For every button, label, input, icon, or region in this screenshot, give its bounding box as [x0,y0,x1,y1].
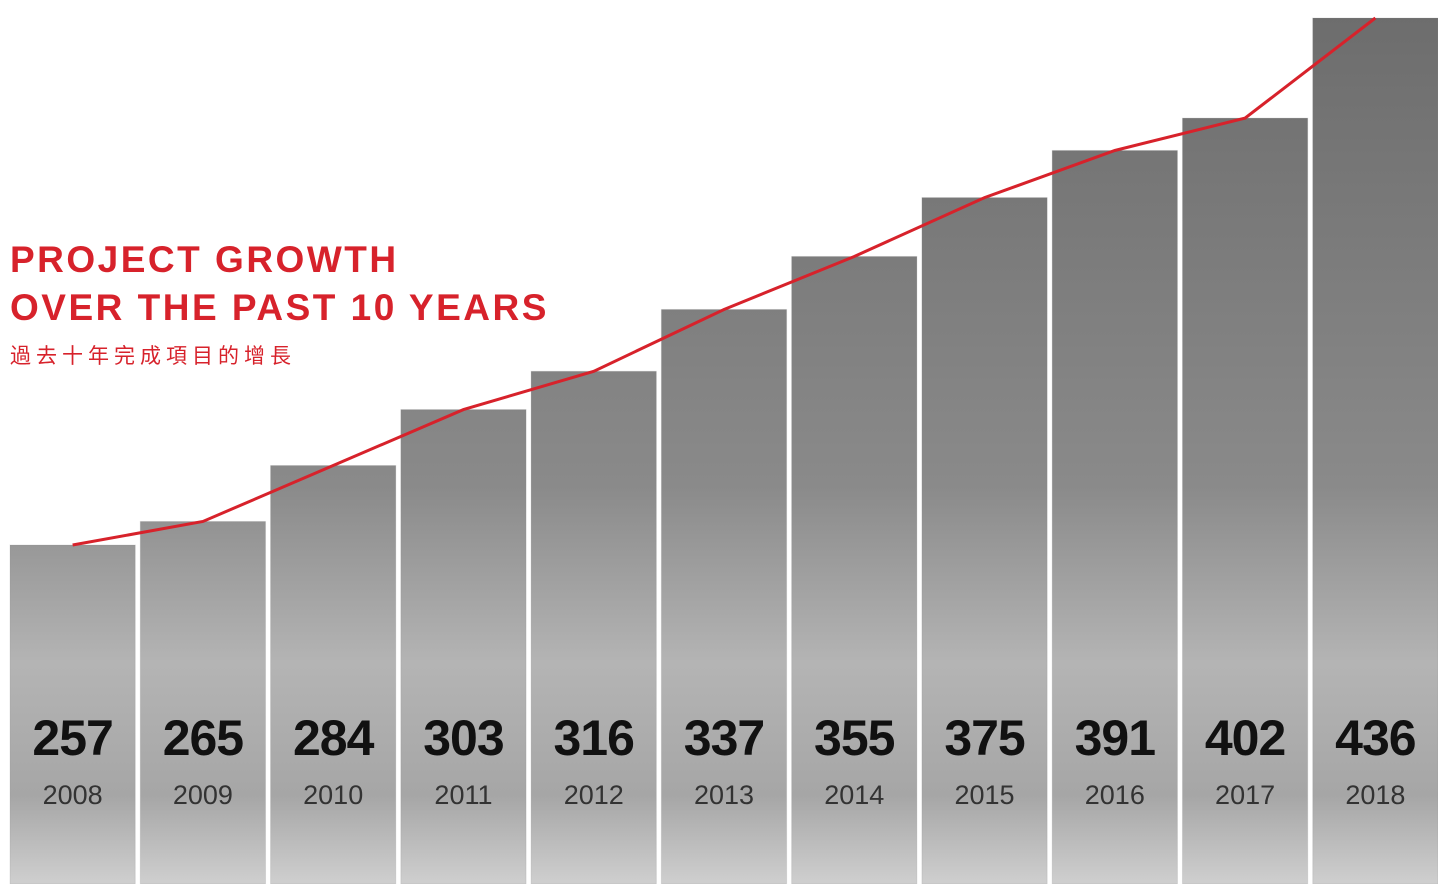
bar [400,409,527,884]
chart-title: PROJECT GROWTH OVER THE PAST 10 YEARS [10,239,549,328]
category-label: 2013 [694,780,754,810]
category-label: 2017 [1215,780,1275,810]
category-label: 2012 [564,780,624,810]
category-label: 2014 [824,780,884,810]
trend-line [72,16,1377,547]
value-label: 265 [163,710,244,766]
bar [1051,149,1178,884]
value-label: 391 [1075,710,1156,766]
category-label: 2009 [173,780,233,810]
bar [530,370,657,884]
labels: 257 2008 265 2009 284 2010 303 2011 316 2012 337 20… [32,710,1416,810]
chart-subtitle: 過去十年完成項目的增長 [10,344,296,368]
columns [9,17,1438,884]
bar [270,465,397,884]
value-label: 402 [1205,710,1285,766]
category-label: 2018 [1345,780,1405,810]
value-label: 355 [814,710,895,766]
category-label: 2016 [1085,780,1145,810]
value-label: 375 [944,710,1025,766]
bar [139,520,267,884]
value-label: 337 [684,710,764,766]
category-label: 2010 [303,780,363,810]
value-label: 284 [293,710,375,766]
bar [791,255,918,884]
bar [9,544,136,884]
value-label: 436 [1335,710,1415,766]
bar [921,197,1048,884]
value-label: 303 [423,710,503,766]
category-label: 2008 [43,780,103,810]
category-label: 2011 [434,780,492,810]
bar [1312,17,1438,884]
category-label: 2015 [955,780,1015,810]
value-label: 257 [32,710,112,766]
bar [1181,117,1309,884]
value-label: 316 [554,710,634,766]
